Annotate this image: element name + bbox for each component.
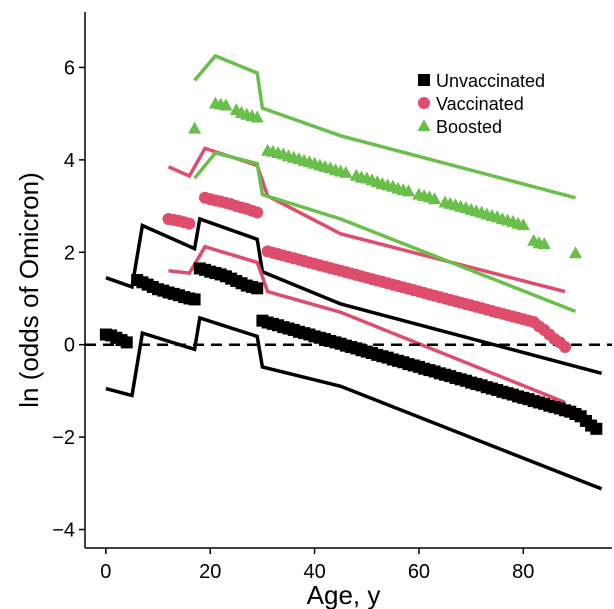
series-0-point: [120, 336, 133, 349]
x-axis-title: Age, y: [307, 580, 381, 609]
y-tick-label: 0: [64, 335, 75, 357]
series-0-point: [590, 422, 603, 435]
axes: 0 20 40 60 80 −4 −2 0 2 4 6: [52, 12, 612, 583]
series-2-point: [339, 166, 353, 178]
x-tick-label: 0: [100, 561, 111, 583]
x-tick-label: 60: [408, 561, 430, 583]
series-1-point: [251, 206, 264, 219]
series-2-point: [401, 184, 416, 197]
data-points: [99, 96, 603, 435]
y-tick-label: 4: [64, 150, 75, 172]
series-2-point: [568, 246, 583, 259]
y-tick-label: 2: [64, 242, 75, 264]
y-axis-ticks: −4 −2 0 2 4 6: [52, 57, 85, 542]
series-0-ci-upper-line: [105, 216, 603, 375]
series-2-point: [516, 218, 530, 231]
series-2-point: [250, 110, 264, 123]
x-axis-ticks: 0 20 40 60 80: [100, 548, 534, 583]
series-0-point: [251, 282, 264, 295]
legend-label: Vaccinated: [436, 94, 524, 114]
confidence-interval-lines: [105, 53, 603, 491]
x-tick-label: 20: [199, 561, 221, 583]
y-tick-label: 6: [64, 57, 75, 79]
series-2-point: [428, 192, 442, 205]
y-axis-title: ln (odds of Omicron): [14, 172, 44, 408]
legend-marker-triangle: [417, 119, 431, 132]
legend-marker-circle: [418, 97, 430, 109]
series-0-point: [188, 293, 201, 306]
legend-marker-square: [418, 74, 430, 86]
x-tick-label: 80: [512, 561, 534, 583]
series-1-point: [559, 341, 572, 353]
legend-label: Unvaccinated: [436, 71, 545, 91]
series-0-ci-lower-line: [105, 315, 603, 491]
legend: Unvaccinated Vaccinated Boosted: [417, 71, 545, 137]
y-tick-label: −4: [52, 520, 75, 542]
series-2-ci-upper-line: [193, 53, 576, 200]
series-2-point: [537, 237, 551, 250]
x-tick-label: 40: [303, 561, 325, 583]
series-2-ci-lower-line: [193, 150, 577, 314]
series-1-ci-lower-line: [168, 244, 566, 405]
series-2-point: [219, 98, 233, 111]
legend-label: Boosted: [436, 117, 502, 137]
series-2-point: [188, 121, 202, 134]
y-tick-label: −2: [52, 427, 75, 449]
series-1-point: [183, 217, 196, 230]
